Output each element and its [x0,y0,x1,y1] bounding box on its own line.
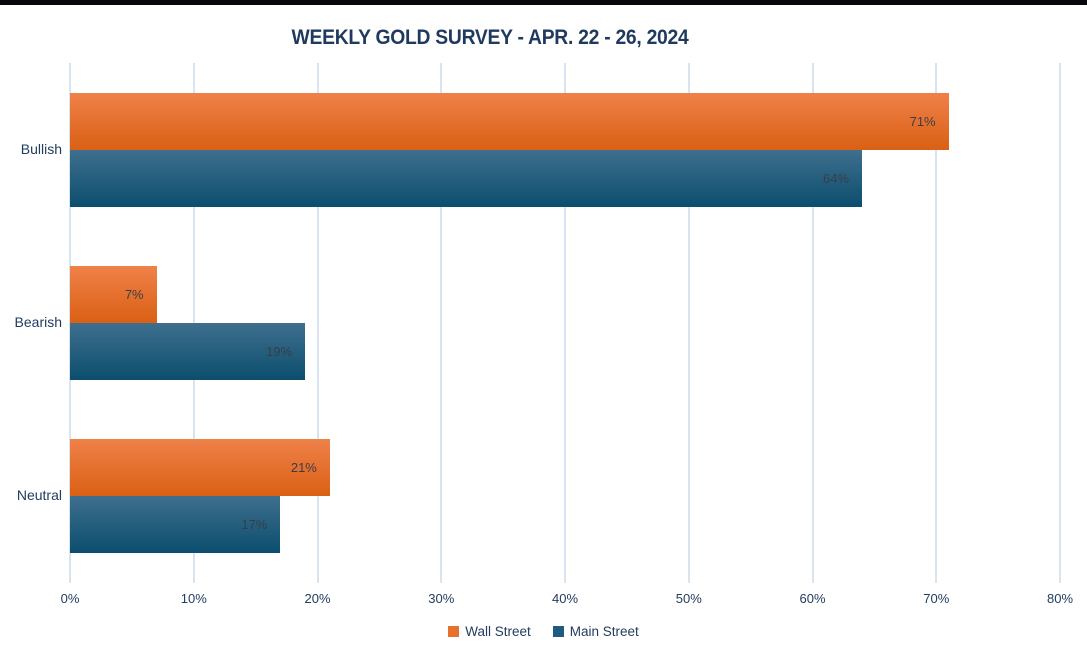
legend-swatch-wall-street [448,626,460,637]
category-label-bearish: Bearish [14,314,62,330]
x-axis-tick-label: 40% [551,591,579,606]
gridline [316,63,319,583]
bar-main-street-bearish: 19% [70,323,306,380]
gridline [935,63,938,583]
chart-title: WEEKLY GOLD SURVEY - APR. 22 - 26, 2024 [291,26,689,49]
legend-label: Wall Street [465,624,531,639]
x-axis-tick-label: 0% [60,591,80,606]
x-axis-tick-label: 20% [304,591,331,606]
legend-label: Main Street [569,624,639,639]
category-axis: Bullish Bearish Neutral [0,63,62,583]
category-label-bullish: Bullish [20,140,62,157]
x-axis-tick-label: 50% [675,591,702,606]
gridline [811,63,814,583]
x-axis-tick-label: 80% [1046,591,1074,606]
data-label: 71% [909,113,936,129]
gridline [564,63,566,583]
plot-area: 71% 64% 7% 19% 21% 17% [69,63,1061,583]
category-label-neutral: Neutral [16,487,62,504]
top-border [0,0,1087,5]
data-label: 7% [124,287,144,302]
legend-swatch-main-street [552,626,564,637]
bar-main-street-bullish: 64% [70,149,862,207]
x-axis: 0% 10% 20% 30% 40% 50% 60% 70% 80% [61,591,1073,609]
gridline [687,63,690,583]
x-axis-tick-label: 60% [799,591,826,606]
data-label: 17% [241,517,268,533]
bar-wall-street-bearish: 7% [70,266,157,323]
gridline [1059,63,1061,583]
bar-wall-street-bullish: 71% [70,92,949,150]
data-label: 21% [290,460,317,476]
x-axis-tick-label: 10% [180,591,207,606]
gridline [440,63,443,583]
x-axis-tick-label: 30% [428,591,455,606]
data-label: 64% [822,170,849,186]
legend-item-wall-street: Wall Street [448,624,531,639]
data-label: 19% [266,344,293,359]
bar-wall-street-neutral: 21% [70,439,330,497]
legend: Wall Street Main Street [0,624,1087,639]
legend-item-main-street: Main Street [552,624,639,639]
x-axis-tick-label: 70% [923,591,950,606]
bar-main-street-neutral: 17% [70,496,281,554]
